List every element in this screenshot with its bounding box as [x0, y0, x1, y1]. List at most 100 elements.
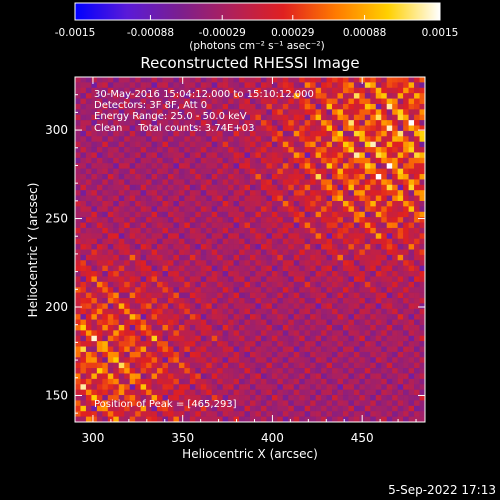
- heatmap-cell: [239, 335, 245, 342]
- heatmap-cell: [332, 411, 338, 417]
- heatmap-cell: [189, 157, 196, 164]
- heatmap-cell: [167, 77, 174, 83]
- heatmap-cell: [135, 276, 141, 283]
- heatmap-cell: [140, 405, 147, 412]
- heatmap-cell: [91, 330, 98, 337]
- heatmap-cell: [129, 357, 136, 363]
- heatmap-cell: [129, 244, 136, 250]
- heatmap-cell: [113, 233, 120, 240]
- heatmap-cell: [293, 351, 300, 358]
- heatmap-cell: [353, 351, 360, 358]
- heatmap-cell: [157, 190, 163, 196]
- heatmap-cell: [293, 114, 300, 121]
- heatmap-cell: [113, 303, 120, 310]
- heatmap-cell: [157, 351, 163, 358]
- heatmap-cell: [211, 298, 218, 304]
- heatmap-cell: [381, 330, 388, 337]
- heatmap-cell: [217, 136, 223, 142]
- heatmap-cell: [277, 211, 284, 218]
- heatmap-cell: [282, 163, 289, 169]
- heatmap-cell: [304, 384, 311, 390]
- heatmap-cell: [408, 351, 415, 358]
- heatmap-cell: [403, 384, 409, 390]
- heatmap-cell: [277, 357, 284, 363]
- heatmap-cell: [386, 287, 393, 293]
- heatmap-cell: [228, 136, 234, 142]
- heatmap-cell: [288, 265, 295, 272]
- heatmap-cell: [277, 395, 284, 401]
- heatmap-cell: [129, 362, 136, 369]
- heatmap-cell: [271, 335, 278, 342]
- heatmap-cell: [195, 378, 202, 385]
- heatmap-cell: [260, 378, 267, 385]
- heatmap-cell: [228, 330, 234, 337]
- heatmap-cell: [282, 271, 289, 277]
- heatmap-cell: [157, 324, 163, 331]
- heatmap-cell: [414, 77, 420, 83]
- heatmap-cell: [288, 292, 295, 299]
- heatmap-cell: [118, 103, 125, 110]
- heatmap-cell: [173, 120, 180, 126]
- heatmap-cell: [107, 308, 114, 315]
- heatmap-cell: [353, 298, 360, 304]
- heatmap-cell: [195, 303, 202, 310]
- heatmap-cell: [206, 93, 213, 99]
- heatmap-cell: [293, 103, 300, 110]
- heatmap-cell: [386, 260, 393, 266]
- heatmap-cell: [397, 82, 404, 89]
- heatmap-cell: [364, 395, 371, 401]
- heatmap-cell: [151, 384, 158, 390]
- heatmap-cell: [408, 136, 415, 142]
- heatmap-cell: [217, 190, 223, 196]
- heatmap-cell: [91, 136, 98, 142]
- heatmap-cell: [184, 147, 191, 153]
- heatmap-cell: [310, 211, 316, 218]
- heatmap-cell: [75, 308, 81, 315]
- heatmap-cell: [304, 82, 311, 89]
- heatmap-cell: [206, 405, 213, 412]
- heatmap-cell: [135, 281, 141, 288]
- heatmap-cell: [80, 147, 87, 153]
- heatmap-cell: [260, 265, 267, 272]
- heatmap-cell: [228, 238, 234, 245]
- heatmap-cell: [260, 141, 267, 148]
- heatmap-cell: [337, 211, 344, 218]
- heatmap-cell: [129, 152, 136, 159]
- heatmap-cell: [228, 416, 234, 422]
- heatmap-cell: [244, 281, 251, 288]
- heatmap-cell: [178, 147, 185, 153]
- heatmap-cell: [381, 109, 388, 116]
- heatmap-cell: [184, 244, 191, 250]
- heatmap-cell: [206, 179, 213, 186]
- heatmap-cell: [414, 292, 420, 299]
- heatmap-cell: [288, 249, 295, 256]
- heatmap-cell: [85, 103, 92, 110]
- heatmap-cell: [228, 335, 234, 342]
- heatmap-cell: [167, 147, 174, 153]
- heatmap-cell: [162, 389, 169, 396]
- heatmap-cell: [162, 238, 169, 245]
- heatmap-cell: [162, 249, 169, 256]
- heatmap-cell: [146, 357, 152, 363]
- heatmap-cell: [146, 276, 152, 283]
- heatmap-cell: [140, 324, 147, 331]
- heatmap-cell: [299, 114, 305, 121]
- heatmap-cell: [408, 238, 415, 245]
- heatmap-cell: [419, 357, 425, 363]
- heatmap-cell: [403, 147, 409, 153]
- heatmap-cell: [332, 103, 338, 110]
- heatmap-cell: [211, 384, 218, 390]
- heatmap-cell: [189, 368, 196, 374]
- heatmap-cell: [364, 265, 371, 272]
- heatmap-cell: [189, 200, 196, 207]
- heatmap-cell: [146, 125, 152, 132]
- heatmap-cell: [353, 411, 360, 417]
- heatmap-cell: [375, 287, 382, 293]
- heatmap-cell: [299, 136, 305, 142]
- heatmap-cell: [200, 303, 207, 310]
- heatmap-cell: [107, 357, 114, 363]
- heatmap-cell: [217, 103, 223, 110]
- heatmap-cell: [244, 141, 251, 148]
- heatmap-cell: [299, 260, 305, 266]
- heatmap-cell: [364, 184, 371, 191]
